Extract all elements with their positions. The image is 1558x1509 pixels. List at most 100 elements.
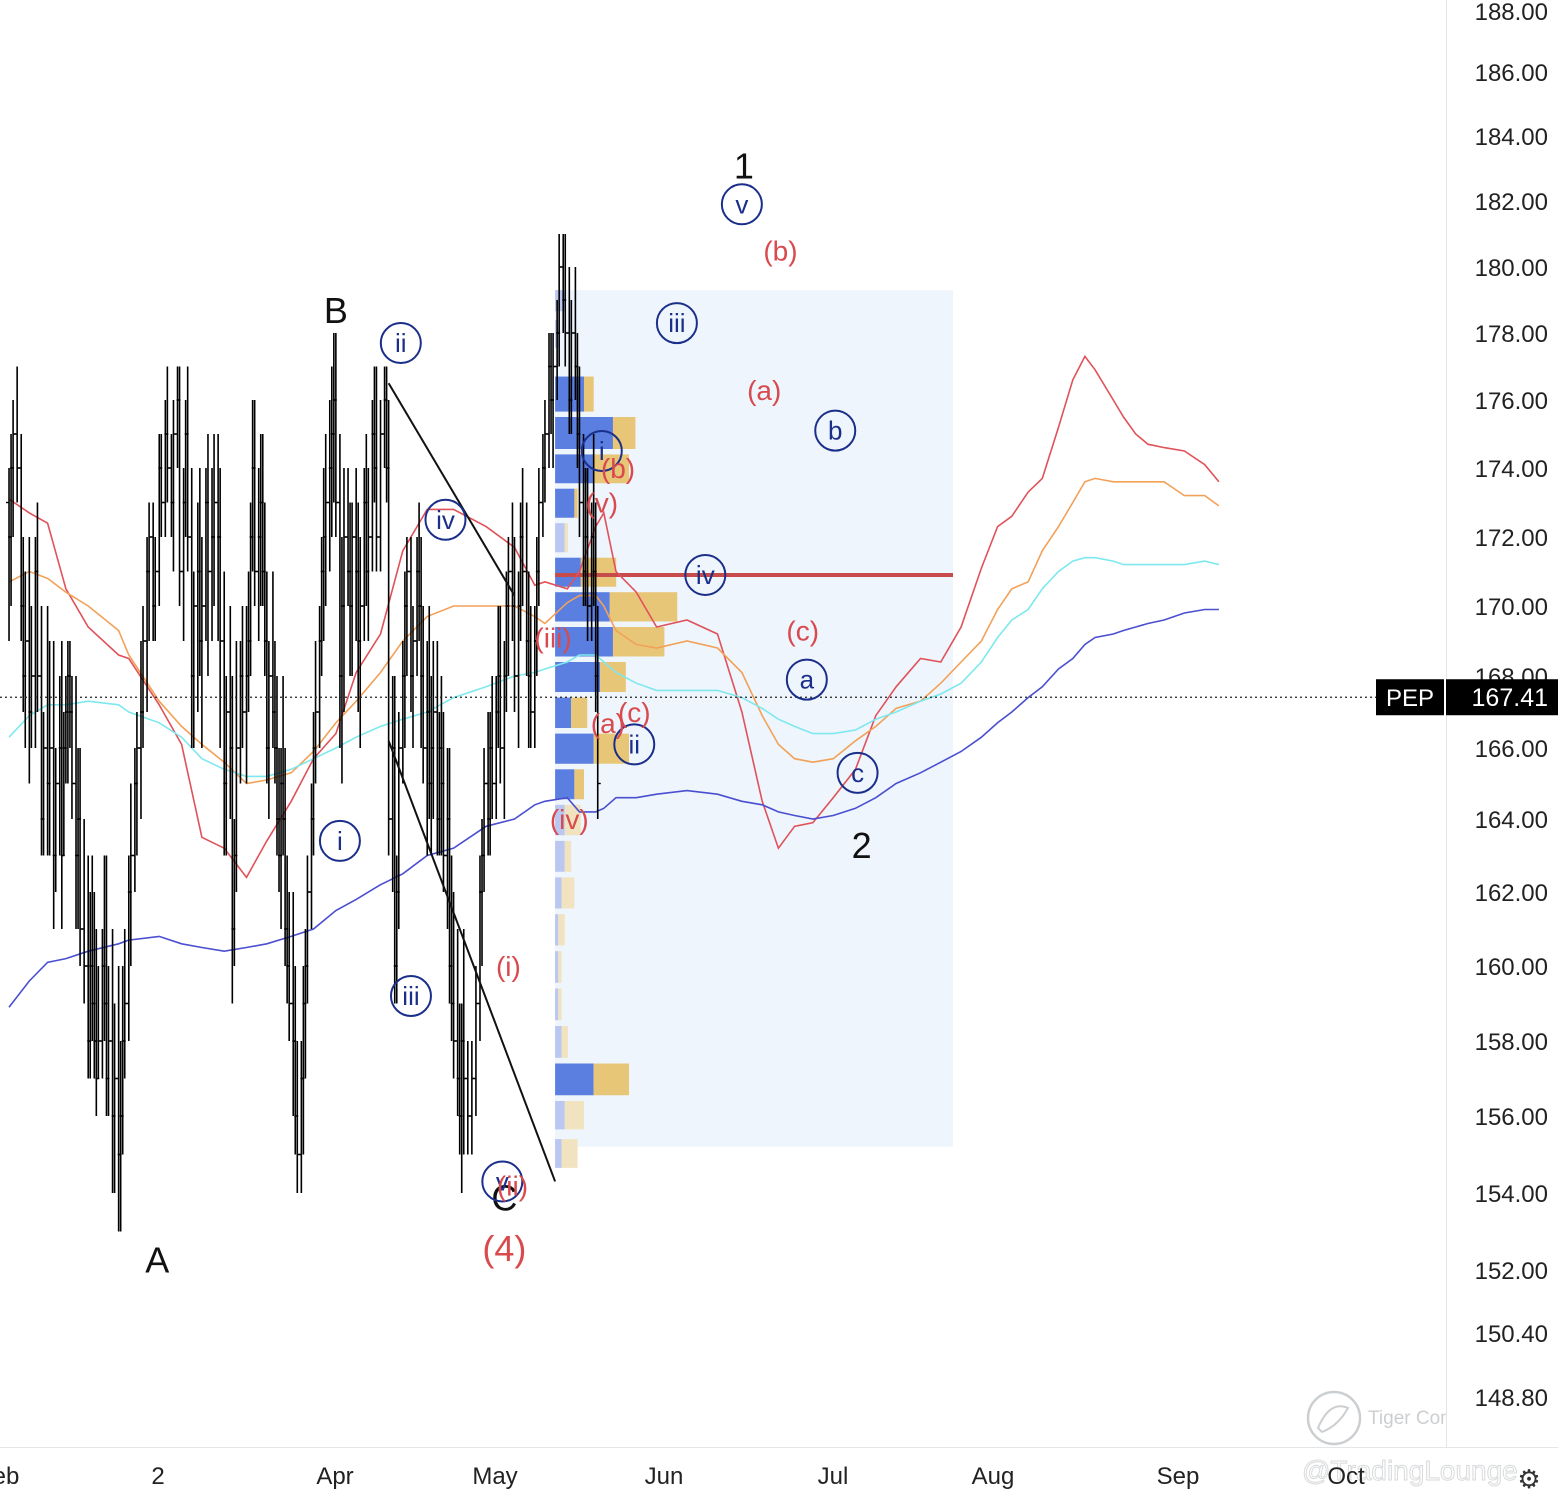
wave-label-circled: iv (424, 498, 467, 541)
wave-label: 2 (852, 825, 872, 866)
volume-profile-bin-up (555, 1026, 562, 1058)
time-axis-tick: eb (0, 1463, 19, 1490)
volume-profile-bin-down (574, 488, 578, 518)
wave-label: (iv) (550, 804, 589, 835)
wave-label: (b) (763, 236, 797, 267)
volume-profile-bin-up (555, 804, 565, 836)
wave-label-circled: v (720, 183, 763, 226)
volume-profile-bin-up (555, 769, 575, 800)
time-axis-tick: May (472, 1463, 517, 1490)
volume-profile-bin-up (555, 840, 565, 872)
price-axis-tick: 188.00 (1475, 0, 1548, 26)
wave-label-circled: b (814, 409, 857, 452)
symbol-tag-label: PEP (1386, 685, 1434, 712)
watermark-logo (1306, 1390, 1362, 1446)
wave-label: (a) (591, 708, 625, 739)
wave-label-circled: iii (389, 975, 432, 1017)
time-axis-tick: Jul (818, 1463, 849, 1490)
wave-label: (c) (618, 697, 651, 728)
volume-profile-bin-up (555, 988, 559, 1021)
volume-profile-bin-up (555, 877, 562, 909)
price-axis-tick: 178.00 (1475, 321, 1548, 348)
price-axis-tick: 160.00 (1475, 954, 1548, 981)
wave-label: 1 (734, 146, 754, 187)
price-axis-tick: 170.00 (1475, 594, 1548, 621)
time-axis-tick: Jun (645, 1463, 684, 1490)
price-axis-tick: 172.00 (1475, 525, 1548, 552)
volume-profile-bin-down (574, 769, 585, 800)
trend-line (387, 740, 557, 1182)
volume-profile-bin-down (593, 733, 630, 764)
volume-profile-bin-down (558, 951, 562, 983)
volume-profile-bin-up (555, 557, 581, 587)
wave-label: iii (402, 981, 419, 1011)
ohlc-bar (81, 819, 88, 1004)
wave-label: c (851, 758, 864, 788)
time-axis-tick: Oct (1327, 1463, 1365, 1490)
volume-profile-bin-up (555, 697, 572, 728)
wave-label: A (145, 1239, 169, 1280)
volume-profile-bin-down (558, 988, 562, 1021)
volume-profile-bin-up (555, 627, 613, 657)
gear-icon[interactable]: ⚙ (1517, 1464, 1541, 1494)
wave-label-circled: v (481, 1160, 524, 1203)
volume-profile-bin-up (555, 951, 559, 983)
price-axis-tick: 186.00 (1475, 60, 1548, 87)
volume-profile-bin-down (564, 804, 581, 836)
time-axis-tick: Aug (972, 1463, 1015, 1490)
volume-profile-bin-down (564, 523, 568, 553)
wave-label: ii (628, 729, 640, 759)
volume-profile-bin-up (555, 1063, 594, 1096)
wave-label-circle (580, 430, 623, 472)
watermark-handle: @TradingLounge (1302, 1455, 1518, 1486)
symbol-tag-bg (1376, 679, 1444, 716)
ohlc-bar (385, 400, 392, 856)
wave-label-circle (836, 751, 879, 794)
volume-profile-bin-down (584, 376, 594, 412)
ohlc-bar (468, 1041, 475, 1155)
wave-label-circled: a (785, 658, 828, 701)
volume-profile-bin-down (564, 1101, 585, 1130)
wave-label-circled: c (836, 751, 879, 794)
time-axis-tick: 2 (151, 1463, 164, 1490)
price-tag-bg (1446, 679, 1558, 716)
wave-label-circle (481, 1160, 524, 1203)
wave-label-circle (655, 302, 698, 345)
price-axis-tick: 158.00 (1475, 1029, 1548, 1056)
wave-label: i (599, 436, 605, 466)
price-axis-tick: 174.00 (1475, 456, 1548, 483)
watermark-logo-mark (1316, 1405, 1350, 1434)
wave-label-circled: iii (655, 302, 698, 345)
wave-label: v (496, 1166, 509, 1196)
volume-profile-bin-up (555, 662, 601, 692)
volume-profile-bin-down (561, 1139, 578, 1168)
volume-profile-bin-down (561, 877, 575, 909)
volume-profile-bin-up (555, 1101, 565, 1130)
volume-profile-bin-down (609, 592, 678, 622)
trend-line (387, 382, 516, 597)
wave-label-circled: i (318, 819, 361, 862)
last-price-label: 167.41 (1472, 684, 1548, 712)
ohlc-bar (464, 1041, 471, 1155)
volume-profile-bin-down (580, 557, 617, 587)
price-axis-tick: 156.00 (1475, 1104, 1548, 1131)
wave-label: (i) (496, 951, 521, 982)
wave-label: (c) (786, 616, 819, 647)
wave-label: a (800, 665, 815, 695)
wave-label-circle (684, 553, 727, 596)
volume-profile-bin-down (558, 914, 565, 946)
price-axis-tick: 150.40 (1475, 1321, 1548, 1348)
plot-area: ABC(4)12iiiiiiivviiiiiiivvabc(i)(ii)(iii… (0, 146, 1376, 1280)
wave-label: iv (696, 560, 715, 590)
volume-profile-bin-up (555, 523, 565, 553)
volume-profile-bin-down (561, 1026, 568, 1058)
volume-profile-bin-down (564, 840, 572, 872)
price-axis-tick: 154.00 (1475, 1181, 1548, 1208)
wave-label: (4) (482, 1228, 526, 1269)
wave-label: (b) (601, 453, 635, 484)
volume-profile-bin-up (555, 488, 575, 518)
price-axis-tick: 182.00 (1475, 189, 1548, 216)
price-axis-background (1446, 0, 1558, 1447)
